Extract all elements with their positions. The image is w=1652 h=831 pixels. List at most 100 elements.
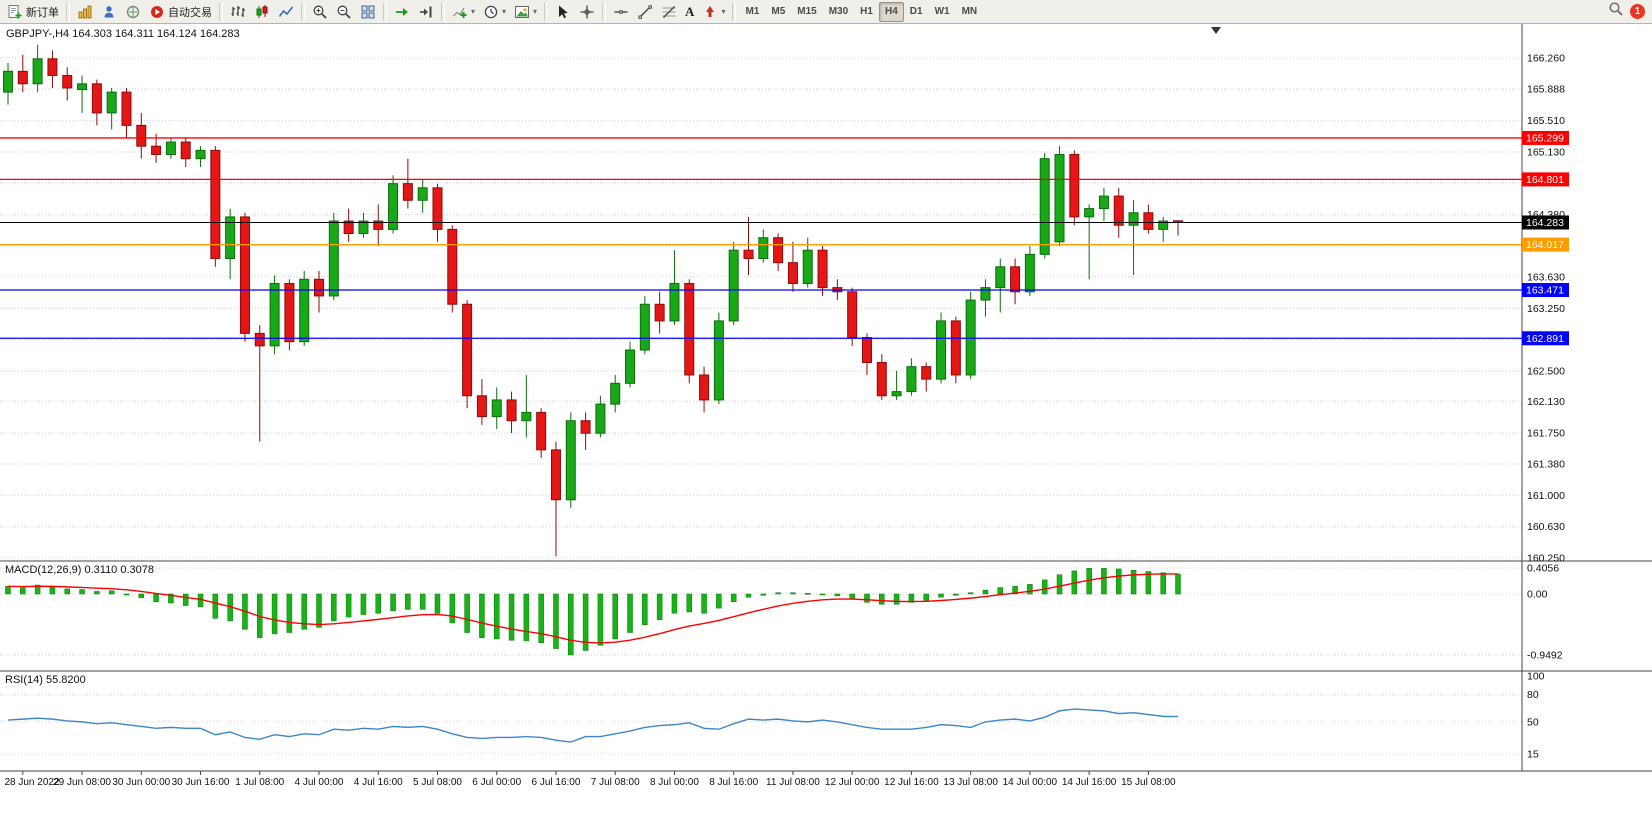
candlestick-button[interactable] [250,2,274,22]
toolbar-separator [66,2,70,21]
svg-text:12 Jul 00:00: 12 Jul 00:00 [825,777,880,788]
profiles-button[interactable] [97,2,121,22]
svg-text:160.250: 160.250 [1527,553,1565,565]
community-button[interactable] [121,2,145,22]
svg-text:161.750: 161.750 [1527,428,1565,440]
zoom-out-button[interactable] [332,2,356,22]
auto-scroll-icon [394,4,410,20]
toolbar-separator [732,2,737,21]
horizontal-line-tool-button[interactable] [609,2,633,22]
zoom-in-button[interactable] [308,2,332,22]
auto-trading-button[interactable]: 自动交易 [145,2,216,22]
svg-text:162.891: 162.891 [1526,333,1564,345]
svg-text:28 Jun 2022: 28 Jun 2022 [4,777,59,788]
fibonacci-icon [661,4,677,20]
svg-text:163.471: 163.471 [1526,285,1564,297]
zoom-out-icon [336,4,352,20]
charts-icon [77,4,93,20]
svg-text:161.000: 161.000 [1527,490,1565,502]
charts-button[interactable] [73,2,97,22]
svg-text:14 Jul 16:00: 14 Jul 16:00 [1062,777,1117,788]
cursor-icon [555,4,571,20]
arrow-marker-icon [702,4,718,20]
svg-text:165.510: 165.510 [1527,115,1565,127]
svg-text:164.283: 164.283 [1526,217,1564,229]
svg-text:30 Jun 16:00: 30 Jun 16:00 [172,777,230,788]
chart-shift-button[interactable] [414,2,438,22]
toolbar-separator [383,2,387,21]
svg-text:5 Jul 08:00: 5 Jul 08:00 [413,777,462,788]
tile-windows-button[interactable] [356,2,380,22]
svg-text:164.017: 164.017 [1526,239,1564,251]
horizontal-line-icon [613,4,629,20]
line-chart-button[interactable] [274,2,298,22]
cursor-button[interactable] [551,2,575,22]
svg-text:165.299: 165.299 [1526,132,1564,144]
indicators-button[interactable]: ▾ [448,2,479,22]
svg-text:161.380: 161.380 [1527,458,1565,470]
svg-text:4 Jul 16:00: 4 Jul 16:00 [354,777,403,788]
clock-icon [483,4,499,20]
tile-windows-icon [360,4,376,20]
svg-text:29 Jun 08:00: 29 Jun 08:00 [53,777,111,788]
indicators-icon [452,4,468,20]
fibonacci-tool-button[interactable] [657,2,681,22]
dropdown-caret-icon: ▾ [721,6,726,16]
svg-text:15 Jul 08:00: 15 Jul 08:00 [1121,777,1176,788]
svg-text:163.630: 163.630 [1527,271,1565,283]
notification-badge[interactable]: 1 [1630,4,1645,19]
dropdown-caret-icon: ▾ [471,6,476,16]
search-icon[interactable] [1608,1,1624,22]
timeframe-M15[interactable]: M15 [797,6,817,17]
svg-text:164.801: 164.801 [1526,174,1564,186]
svg-text:6 Jul 16:00: 6 Jul 16:00 [532,777,581,788]
svg-text:4 Jul 00:00: 4 Jul 00:00 [295,777,344,788]
template-image-icon [514,4,530,20]
svg-text:162.130: 162.130 [1527,396,1565,408]
new-order-button[interactable]: 新订单 [3,2,63,22]
svg-text:163.250: 163.250 [1527,303,1565,315]
line-chart-icon [278,4,294,20]
chart-canvas[interactable]: 166.260165.888165.510165.130164.760164.3… [0,24,1652,831]
toolbar-right: 1 [1608,1,1649,22]
arrows-tool-button[interactable]: ▾ [698,2,729,22]
svg-text:30 Jun 00:00: 30 Jun 00:00 [112,777,170,788]
svg-text:160.630: 160.630 [1527,521,1565,533]
toolbar-separator [544,2,549,21]
auto-trading-icon [149,4,165,20]
new-order-label: 新订单 [26,6,59,19]
chart-title: GBPJPY-,H4 164.303 164.311 164.124 164.2… [6,28,240,40]
templates-button[interactable]: ▾ [510,2,541,22]
text-tool-button[interactable]: A [681,2,698,22]
crosshair-button[interactable] [575,2,599,22]
svg-text:0.4056: 0.4056 [1527,562,1559,574]
trendline-tool-button[interactable] [633,2,657,22]
timeframe-M1[interactable]: M1 [745,6,760,17]
svg-text:8 Jul 16:00: 8 Jul 16:00 [709,777,758,788]
bar-chart-button[interactable] [226,2,250,22]
svg-text:165.888: 165.888 [1527,83,1565,95]
community-icon [125,4,141,20]
timeframe-M30[interactable]: M30 [828,6,849,17]
chart-shift-icon [418,4,434,20]
auto-trading-label: 自动交易 [168,6,212,19]
svg-text:162.500: 162.500 [1527,365,1565,377]
bar-chart-icon [230,4,246,20]
auto-scroll-button[interactable] [390,2,414,22]
svg-text:166.260: 166.260 [1527,53,1565,65]
toolbar-separator [219,2,223,21]
svg-text:100: 100 [1527,671,1545,683]
timeframe-MN[interactable]: MN [961,6,978,17]
timeframe-W1[interactable]: W1 [934,6,950,17]
periods-button[interactable]: ▾ [479,2,510,22]
crosshair-icon [579,4,595,20]
timeframe-D1[interactable]: D1 [909,6,923,17]
svg-text:1 Jul 08:00: 1 Jul 08:00 [235,777,284,788]
dropdown-caret-icon: ▾ [502,6,507,16]
timeframe-M5[interactable]: M5 [771,6,786,17]
candlestick-icon [254,4,270,20]
timeframe-H4[interactable]: H4 [878,1,904,22]
timeframe-H1[interactable]: H1 [860,6,873,17]
toolbar-separator [602,2,607,21]
new-order-icon [7,4,23,20]
